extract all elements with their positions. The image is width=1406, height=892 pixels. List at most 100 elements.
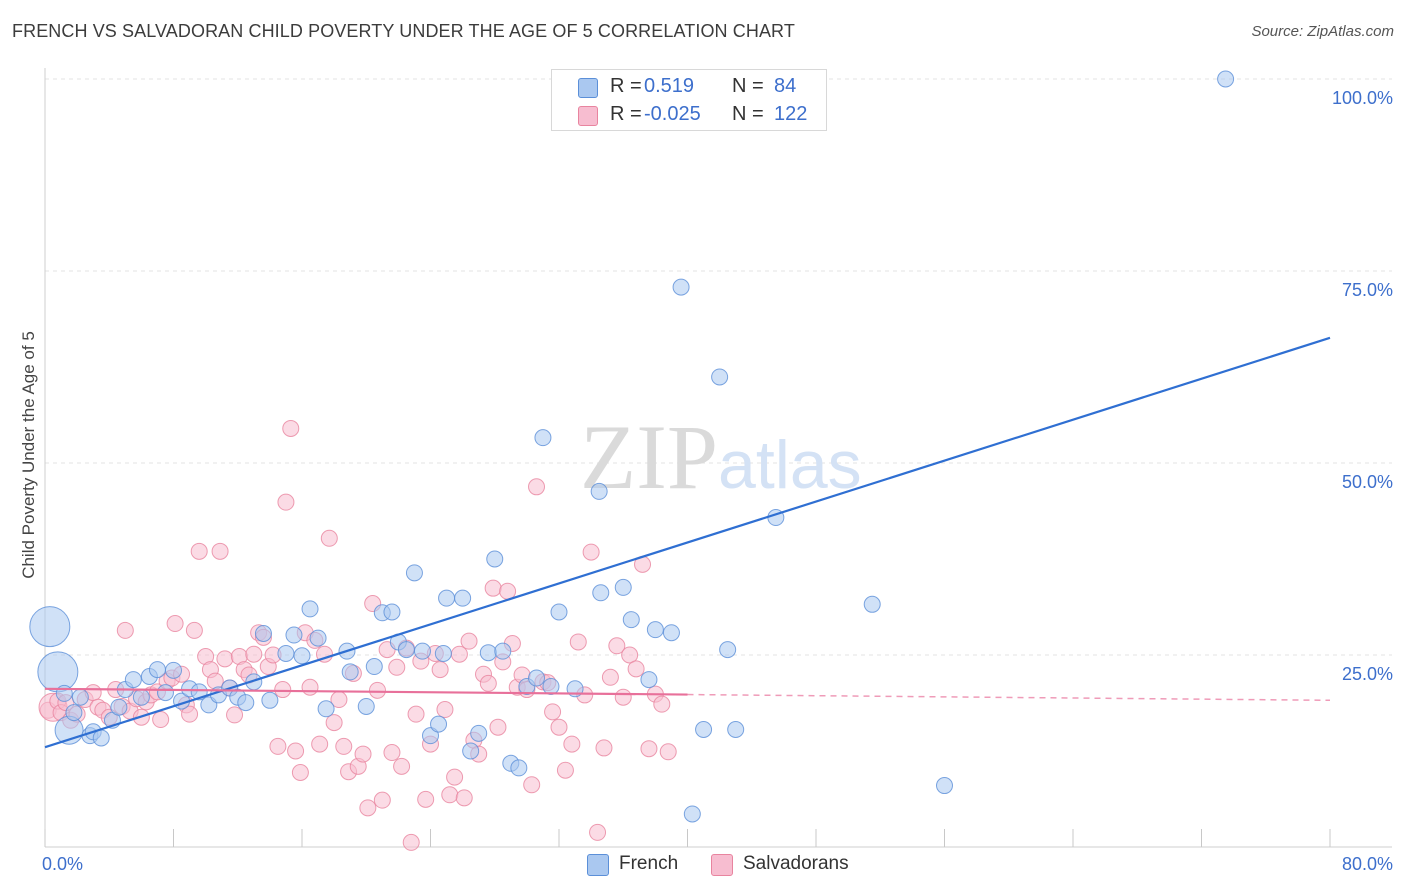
legend-row-salvadorans: R = -0.025 N = 122 [552, 101, 826, 129]
salvadorans-point [407, 705, 425, 723]
french-point [341, 663, 359, 681]
y-tick-label: 100.0% [1332, 88, 1393, 108]
salvadorans-point [528, 478, 546, 496]
french-point [365, 658, 383, 676]
french-point [165, 661, 182, 679]
french-point [470, 724, 488, 742]
french-point [110, 698, 128, 716]
french-point [71, 688, 89, 706]
salvadorans-point [484, 579, 502, 597]
salvadorans-point [181, 705, 199, 723]
salvadorans-point [383, 744, 401, 762]
french-point [65, 704, 83, 722]
french-point [534, 429, 552, 447]
french-point [550, 603, 568, 621]
salvadorans-point [388, 658, 406, 676]
french-point [148, 661, 166, 679]
salvadorans-point [274, 681, 292, 699]
salvadorans-point [282, 419, 300, 437]
salvadorans-point [627, 660, 645, 678]
salvadorans-point [245, 645, 263, 663]
salvadorans-point [325, 714, 343, 732]
french-point [317, 700, 335, 718]
salvadorans-point [269, 737, 287, 755]
french-point [614, 578, 632, 596]
french-point [430, 715, 448, 733]
french-point [309, 629, 327, 647]
french-point [29, 606, 71, 648]
legend-r-value: 0.519 [644, 75, 695, 97]
salvadorans-point [621, 646, 639, 664]
salvadorans-point [659, 743, 677, 761]
salvadorans-point [393, 757, 411, 775]
french-point [237, 694, 255, 712]
salvadorans-point [277, 493, 295, 511]
french-point [301, 600, 319, 618]
series-legend-swatch-salvadorans [711, 854, 733, 876]
french-point [37, 651, 79, 693]
salvadorans-point [211, 542, 229, 560]
salvadorans-point [354, 745, 372, 763]
french-point [405, 564, 423, 582]
legend-n-label: N = [732, 75, 764, 97]
french-point [719, 641, 737, 659]
legend-n-label: N = [732, 103, 764, 125]
french-point [357, 697, 375, 715]
salvadorans-point [653, 695, 671, 713]
french-point [434, 644, 452, 662]
french-point [124, 671, 142, 689]
salvadorans-trend-line [44, 687, 688, 696]
legend-row-french: R = 0.519 N = 84 [552, 73, 826, 101]
french-point [397, 641, 415, 659]
salvadorans-point [595, 739, 613, 757]
salvadorans-point [335, 737, 353, 755]
salvadorans-point [216, 650, 234, 668]
french-point [479, 644, 497, 662]
series-legend-label-salvadorans: Salvadorans [743, 853, 849, 874]
salvadorans-point [582, 543, 600, 561]
salvadorans-point [455, 789, 473, 807]
french-point [132, 688, 150, 706]
salvadorans-point [523, 776, 541, 794]
salvadorans-point [291, 764, 309, 782]
salvadorans-point [569, 633, 587, 651]
salvadorans-point [431, 661, 449, 679]
french-point [462, 742, 480, 760]
x-tick-label-min: 0.0% [42, 854, 83, 874]
french-point [863, 595, 881, 613]
salvadorans-point [152, 711, 170, 729]
french-trend-line [44, 336, 1331, 749]
french-point [640, 671, 658, 689]
french-point [156, 684, 174, 702]
legend-swatch-salvadorans [578, 106, 598, 126]
salvadorans-point [373, 791, 391, 809]
salvadorans-point [402, 833, 420, 851]
salvadorans-point [287, 742, 305, 760]
french-point [542, 677, 560, 695]
french-point [494, 642, 512, 660]
salvadorans-point [441, 786, 459, 804]
x-tick-label-max: 80.0% [1342, 854, 1393, 874]
salvadorans-point [556, 761, 574, 779]
french-point [1217, 70, 1235, 88]
french-point [622, 611, 640, 629]
legend-r-label: R = [610, 75, 642, 97]
salvadorans-point [206, 672, 224, 690]
salvadorans-point [544, 703, 562, 721]
french-point [422, 727, 439, 745]
legend-swatch-french [578, 78, 598, 98]
chart-title: FRENCH VS SALVADORAN CHILD POVERTY UNDER… [12, 21, 795, 41]
series-legend-label-french: French [619, 853, 679, 874]
tick-labels: 25.0% 50.0% 75.0% 100.0% 0.0% 80.0% [42, 88, 1393, 874]
french-point [711, 368, 729, 386]
salvadorans-point [301, 678, 319, 696]
y-tick-label: 25.0% [1342, 664, 1393, 684]
salvadorans-point [417, 790, 435, 808]
salvadorans-point [436, 701, 454, 719]
salvadorans-point [614, 688, 632, 706]
french-point [727, 720, 745, 738]
salvadorans-point [185, 621, 203, 639]
french-point [293, 647, 311, 665]
salvadorans-point [446, 768, 464, 786]
